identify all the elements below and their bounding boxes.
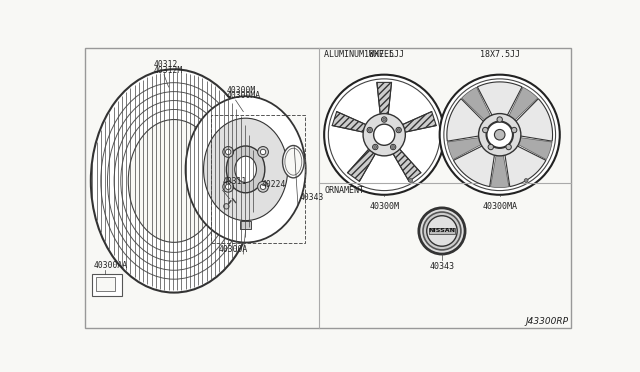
Text: 40311: 40311 <box>223 177 247 186</box>
Polygon shape <box>447 137 488 160</box>
Circle shape <box>390 144 396 150</box>
Text: 40300MA: 40300MA <box>227 91 260 100</box>
Circle shape <box>440 75 560 195</box>
Circle shape <box>383 118 385 121</box>
Ellipse shape <box>186 96 306 243</box>
Ellipse shape <box>91 69 257 293</box>
Text: NISSAN: NISSAN <box>428 228 456 234</box>
Circle shape <box>260 149 266 155</box>
Circle shape <box>488 144 493 150</box>
Bar <box>96 277 115 291</box>
Polygon shape <box>511 137 552 160</box>
Text: 40224: 40224 <box>262 180 286 189</box>
Circle shape <box>419 208 465 254</box>
Text: 40312M: 40312M <box>154 66 183 75</box>
Circle shape <box>392 145 394 148</box>
Circle shape <box>423 212 461 250</box>
Text: ALUMINUM WHEEL: ALUMINUM WHEEL <box>324 50 394 59</box>
Circle shape <box>374 145 377 148</box>
Text: 40300AA: 40300AA <box>93 261 127 270</box>
Ellipse shape <box>204 118 287 221</box>
Circle shape <box>225 184 231 189</box>
Circle shape <box>223 147 234 157</box>
Circle shape <box>397 129 400 131</box>
Polygon shape <box>377 82 392 122</box>
Polygon shape <box>348 143 380 182</box>
Ellipse shape <box>227 146 265 193</box>
Circle shape <box>260 184 266 189</box>
Circle shape <box>381 117 387 122</box>
Circle shape <box>524 179 528 182</box>
Circle shape <box>427 216 457 246</box>
Circle shape <box>495 129 505 140</box>
Text: 18X7.5JJ: 18X7.5JJ <box>480 50 520 59</box>
Text: ORNAMENT: ORNAMENT <box>324 186 364 195</box>
Text: J43300RP: J43300RP <box>525 317 568 327</box>
Polygon shape <box>461 87 494 126</box>
Polygon shape <box>389 143 421 182</box>
Circle shape <box>367 127 372 133</box>
Circle shape <box>258 182 268 192</box>
Ellipse shape <box>128 119 220 242</box>
Text: 18X7.5JJ: 18X7.5JJ <box>364 50 404 59</box>
Circle shape <box>225 149 231 155</box>
Text: 40300M: 40300M <box>227 86 255 95</box>
Text: 40343: 40343 <box>429 262 454 271</box>
Text: 40300MA: 40300MA <box>482 202 517 212</box>
Ellipse shape <box>108 92 241 270</box>
Circle shape <box>506 144 511 150</box>
Polygon shape <box>447 99 489 141</box>
Polygon shape <box>332 112 373 134</box>
Circle shape <box>497 117 502 122</box>
Circle shape <box>479 113 521 156</box>
Circle shape <box>223 203 229 209</box>
FancyBboxPatch shape <box>240 221 251 229</box>
Bar <box>92 274 122 296</box>
Circle shape <box>223 182 234 192</box>
Circle shape <box>258 147 268 157</box>
Circle shape <box>511 127 517 133</box>
Ellipse shape <box>114 100 234 261</box>
Ellipse shape <box>285 148 302 175</box>
Circle shape <box>483 127 488 133</box>
Polygon shape <box>504 142 546 187</box>
Text: 40312: 40312 <box>154 60 179 69</box>
Polygon shape <box>506 87 538 126</box>
Circle shape <box>324 75 444 195</box>
Circle shape <box>486 122 513 148</box>
Bar <box>429 228 454 234</box>
Circle shape <box>374 124 395 145</box>
Ellipse shape <box>235 156 257 183</box>
Text: 40300A: 40300A <box>219 245 248 254</box>
Text: 40343: 40343 <box>300 193 324 202</box>
Polygon shape <box>510 99 552 141</box>
Circle shape <box>369 129 371 131</box>
Circle shape <box>396 127 401 133</box>
Circle shape <box>409 179 413 182</box>
Polygon shape <box>477 82 522 122</box>
Ellipse shape <box>283 145 304 178</box>
Circle shape <box>372 144 378 150</box>
Polygon shape <box>454 142 495 187</box>
Ellipse shape <box>101 83 247 279</box>
Ellipse shape <box>121 109 227 252</box>
Circle shape <box>363 113 405 156</box>
Polygon shape <box>490 148 509 187</box>
Bar <box>211 115 305 243</box>
Polygon shape <box>396 112 436 134</box>
Text: 40300M: 40300M <box>369 202 399 212</box>
